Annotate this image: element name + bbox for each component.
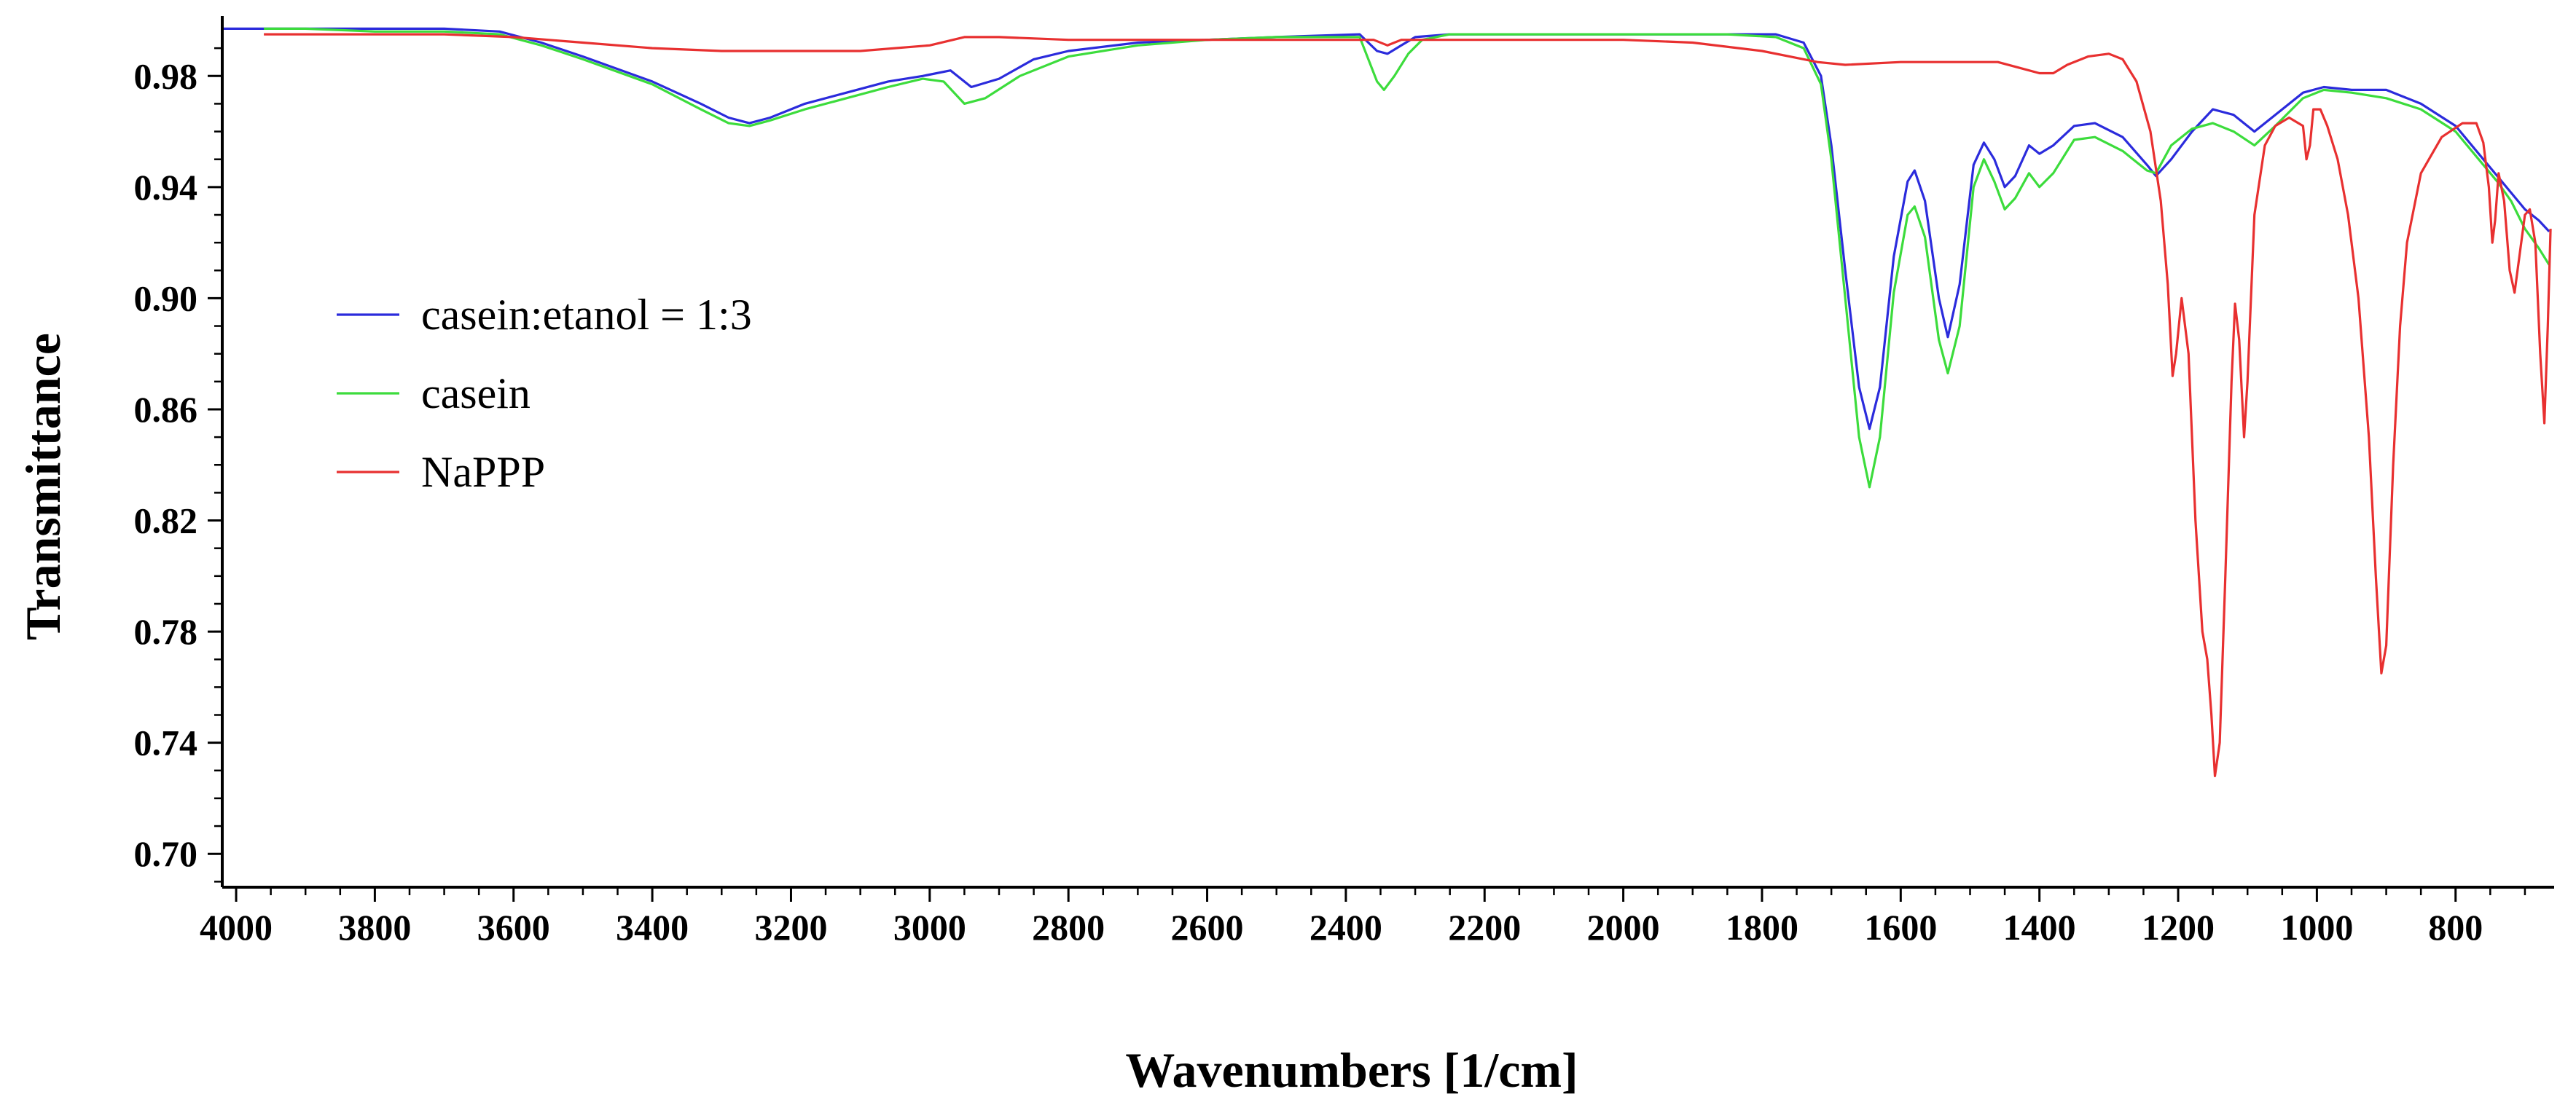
y-tick-label: 0.98 xyxy=(134,55,198,96)
y-tick-label: 0.74 xyxy=(134,723,198,763)
series-line-3 xyxy=(264,33,2552,777)
x-tick-label: 2600 xyxy=(1171,907,1244,948)
x-tick-label: 1800 xyxy=(1726,907,1798,948)
x-tick-label: 1400 xyxy=(2003,907,2076,948)
y-tick-label: 0.78 xyxy=(134,611,198,652)
legend-label-1: casein:etanol = 1:3 xyxy=(421,291,752,339)
x-tick-label: 3400 xyxy=(616,907,689,948)
x-tick-label: 1200 xyxy=(2142,907,2215,948)
legend: casein:etanol = 1:3 casein NaPPP xyxy=(337,291,752,496)
x-tick-label: 2400 xyxy=(1309,907,1382,948)
y-tick-label: 0.82 xyxy=(134,500,198,541)
x-axis-title: Wavenumbers [1/cm] xyxy=(1125,1042,1578,1098)
x-tick-label: 3000 xyxy=(893,907,966,948)
y-tick-label: 0.70 xyxy=(134,833,198,874)
x-tick-label: 800 xyxy=(2428,907,2483,948)
x-tick-label: 2000 xyxy=(1587,907,1660,948)
y-tick-label: 0.86 xyxy=(134,389,198,430)
series-line-1 xyxy=(222,27,2550,430)
legend-label-2: casein xyxy=(421,369,531,417)
series-layer xyxy=(222,27,2552,777)
x-tick-label: 1000 xyxy=(2280,907,2353,948)
series-line-2 xyxy=(264,27,2550,489)
x-tick-label: 4000 xyxy=(200,907,273,948)
y-tick-label: 0.94 xyxy=(134,167,198,208)
x-tick-label: 1600 xyxy=(1864,907,1937,948)
x-tick-label: 2200 xyxy=(1448,907,1521,948)
x-tick-label: 3600 xyxy=(477,907,550,948)
x-tick-label: 2800 xyxy=(1032,907,1105,948)
tick-layer: 4000 3800 3600 3400 3200 3000 2800 2600 2400 2200… xyxy=(134,47,2526,948)
legend-label-3: NaPPP xyxy=(421,448,545,496)
y-axis-title: Transmittance xyxy=(15,333,71,640)
x-tick-label: 3200 xyxy=(754,907,827,948)
y-tick-label: 0.90 xyxy=(134,278,198,318)
x-tick-label: 3800 xyxy=(338,907,411,948)
